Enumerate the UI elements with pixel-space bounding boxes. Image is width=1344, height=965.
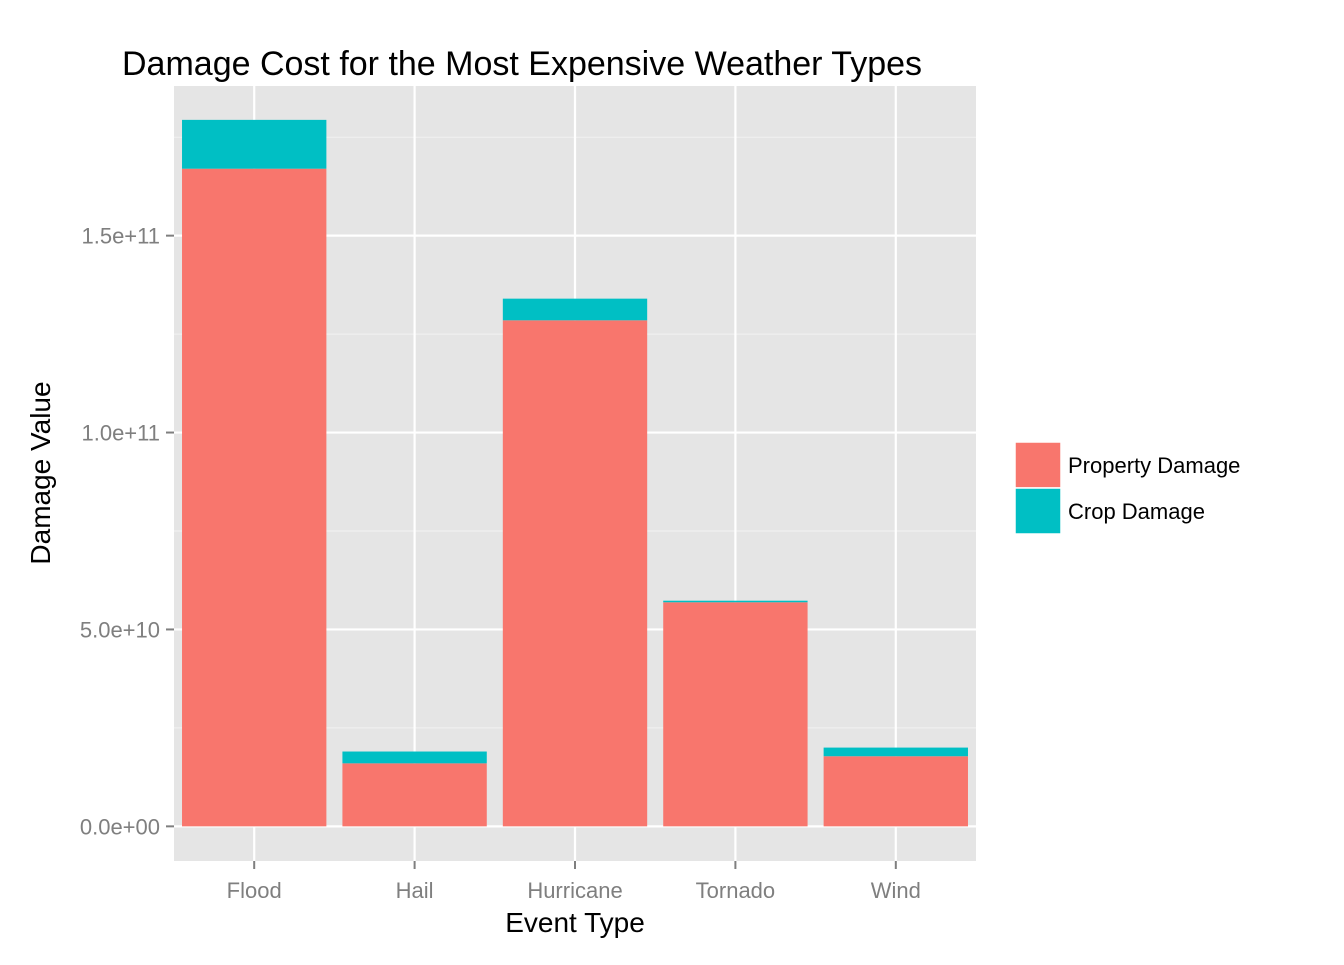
bar-wind-crop-damage <box>823 747 968 757</box>
legend-label-crop-damage: Crop Damage <box>1068 499 1205 524</box>
legend-label-property-damage: Property Damage <box>1068 453 1240 478</box>
bars <box>182 119 968 827</box>
bar-flood-property-damage <box>182 168 327 827</box>
x-tick-label: Wind <box>871 878 921 903</box>
bar-hail-property-damage <box>342 763 487 827</box>
bar-hurricane-property-damage <box>502 320 648 827</box>
x-tick-label: Hail <box>396 878 434 903</box>
x-axis: Flood Hail Hurricane Tornado Wind <box>227 861 921 903</box>
legend-key-crop-damage <box>1014 487 1062 535</box>
y-tick-label: 1.5e+11 <box>81 224 160 249</box>
y-tick-label: 1.0e+11 <box>81 421 160 446</box>
x-tick-label: Tornado <box>696 878 776 903</box>
y-tick-label: 0.0e+00 <box>80 814 160 839</box>
y-tick-label: 5.0e+10 <box>80 617 160 642</box>
x-axis-title: Event Type <box>505 907 645 938</box>
legend-key-property-damage <box>1014 441 1062 489</box>
bar-wind-property-damage <box>823 756 968 827</box>
legend: Property Damage Crop Damage <box>1014 441 1240 535</box>
bar-tornado-property-damage <box>663 602 808 827</box>
bar-flood-crop-damage <box>182 119 327 169</box>
x-tick-label: Hurricane <box>527 878 622 903</box>
y-axis-title: Damage Value <box>25 381 56 564</box>
x-tick-label: Flood <box>227 878 282 903</box>
chart-title: Damage Cost for the Most Expensive Weath… <box>122 45 922 83</box>
bar-hail-crop-damage <box>342 751 487 764</box>
y-axis: 0.0e+00 5.0e+10 1.0e+11 1.5e+11 <box>80 224 174 839</box>
bar-tornado-crop-damage <box>663 600 808 603</box>
bar-hurricane-crop-damage <box>502 298 648 321</box>
